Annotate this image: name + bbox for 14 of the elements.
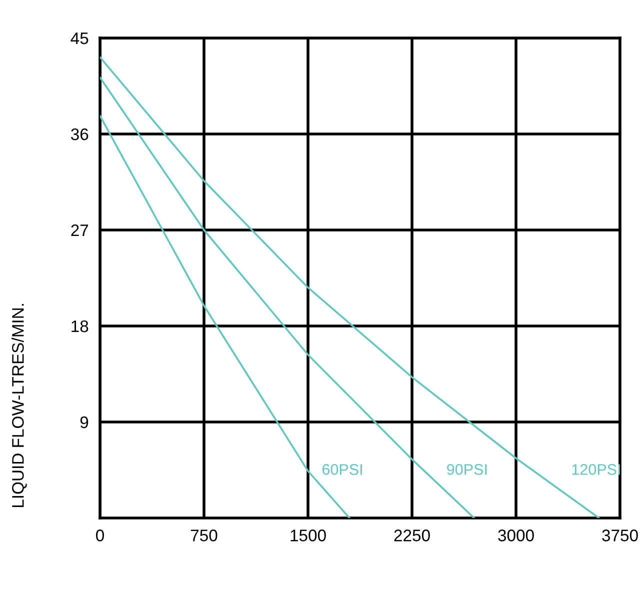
x-tick-label: 3750 [602, 530, 638, 542]
x-tick-label: 3000 [498, 530, 534, 542]
x-tick-label: 750 [190, 530, 218, 542]
y-tick-label: 18 [72, 320, 88, 332]
y-tick-label: 45 [70, 32, 88, 44]
y-axis-title: LIQUID FLOW-LTRES/MIN. [12, 304, 27, 508]
series-label: 90PSI [447, 464, 487, 475]
x-tick-label: 2250 [394, 530, 430, 542]
y-tick-label: 27 [71, 224, 88, 236]
x-tick-label: 0 [96, 530, 104, 542]
y-tick-label: 9 [80, 416, 88, 428]
y-tick-label: 36 [70, 128, 88, 140]
x-tick-label: 1500 [290, 530, 326, 542]
series-label: 60PSI [322, 464, 362, 475]
